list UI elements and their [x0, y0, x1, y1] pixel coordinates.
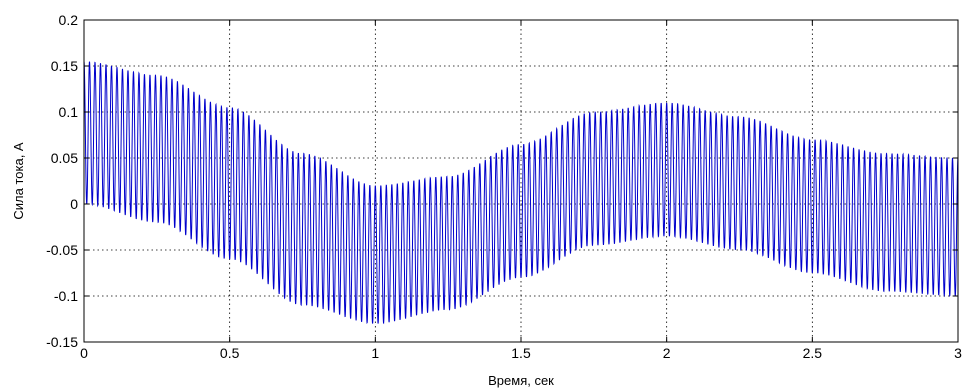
tick-marks — [83, 19, 959, 343]
y-tick-labels: -0.15 -0.1 -0.05 0 0.05 0.1 0.15 0.2 — [46, 12, 78, 350]
series-line — [83, 61, 959, 325]
y-tick-label: -0.1 — [54, 288, 78, 304]
x-tick-labels: 0 0.5 1 1.5 2 2.5 3 — [80, 345, 962, 361]
y-axis-label: Сила тока, А — [11, 142, 26, 220]
x-tick-label: 1.5 — [511, 345, 531, 361]
y-tick-label: 0.1 — [59, 104, 79, 120]
x-tick-label: 2.5 — [803, 345, 823, 361]
x-tick-label: 3 — [954, 345, 962, 361]
y-tick-label: 0 — [70, 196, 78, 212]
x-axis-label: Время, сек — [488, 373, 554, 388]
series-layer — [83, 61, 959, 325]
y-tick-label: 0.15 — [51, 58, 78, 74]
y-tick-label: -0.05 — [46, 242, 78, 258]
y-tick-label: 0.05 — [51, 150, 78, 166]
grid-lines — [84, 20, 958, 342]
x-tick-label: 0.5 — [220, 345, 240, 361]
x-tick-label: 0 — [80, 345, 88, 361]
y-tick-label: -0.15 — [46, 334, 78, 350]
y-tick-label: 0.2 — [59, 12, 79, 28]
plot-area — [84, 20, 958, 342]
x-tick-label: 2 — [663, 345, 671, 361]
x-tick-label: 1 — [371, 345, 379, 361]
